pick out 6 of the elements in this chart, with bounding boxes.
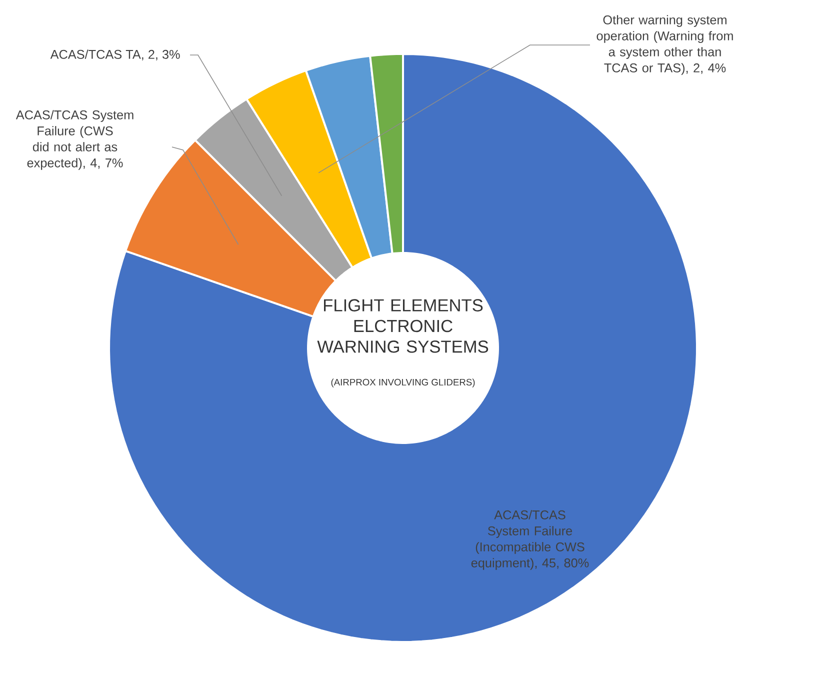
slice-label: Other warning system operation (Warning from a system other than TCAS or TAS), 2, 4% [596, 15, 733, 75]
slice-label: ACAS/TCAS System Failure (Incompatible CWS equipment), 45, 80% [471, 510, 589, 570]
slice-label: ACAS/TCAS System Failure (CWS did not alert as expected), 4, 7% [16, 110, 134, 170]
text: FLIGHT ELEMENTS ELCTRONIC WARNING SYSTEMS [317, 299, 488, 353]
slice-label: ACAS/TCAS TA, 2, 3% [50, 50, 180, 60]
text: (AIRPROX INVOLVING GLIDERS) [331, 378, 475, 388]
